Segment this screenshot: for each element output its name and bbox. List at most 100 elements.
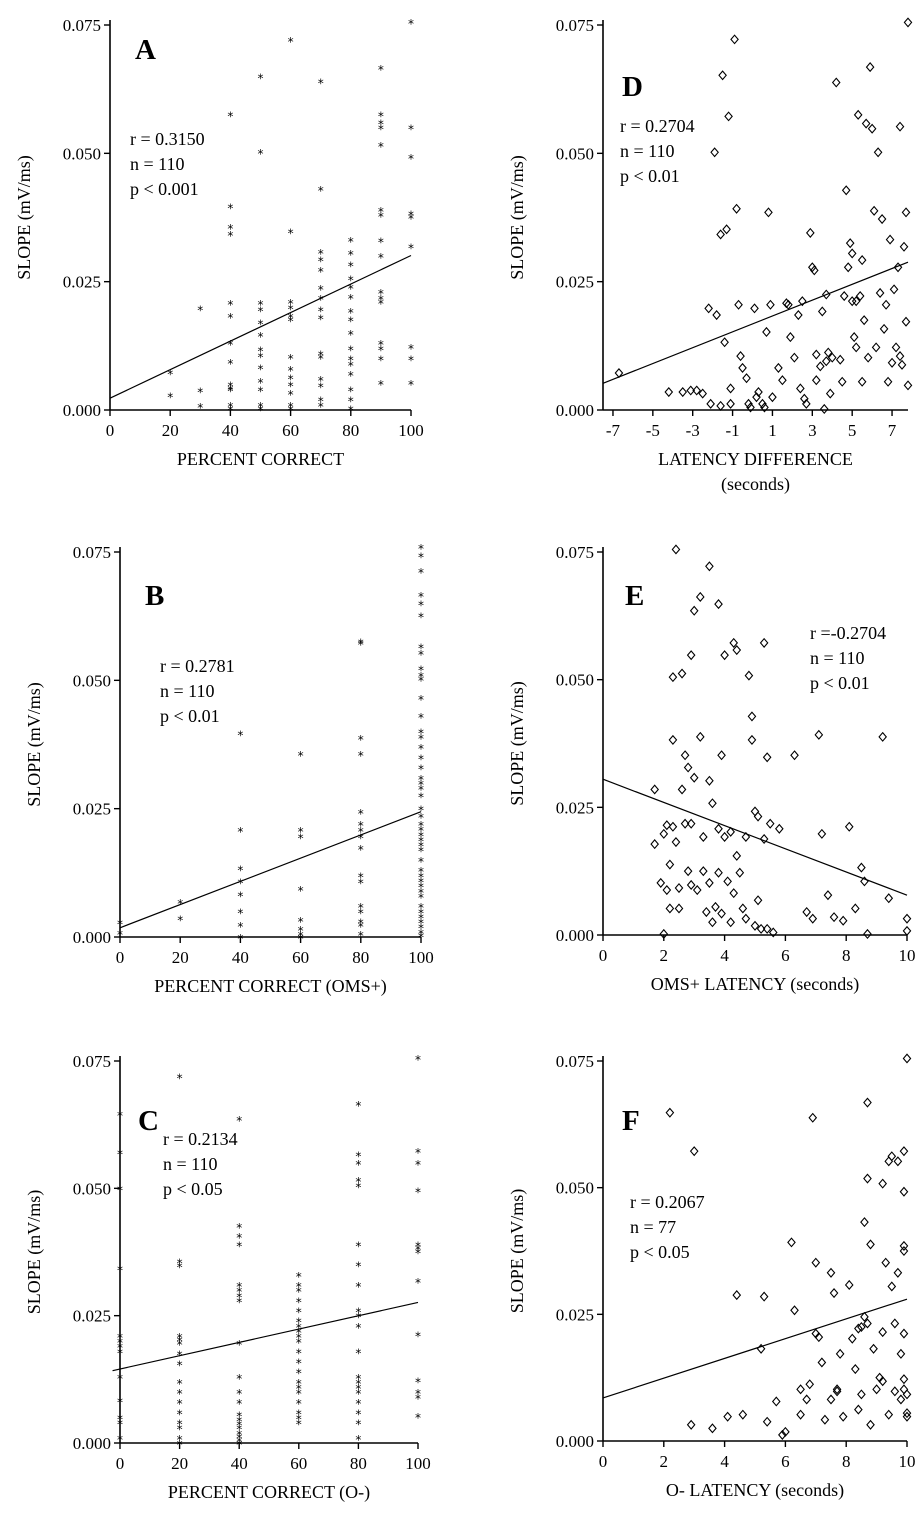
data-point <box>671 544 681 555</box>
x-tick-label: 100 <box>398 421 424 440</box>
regression-line <box>602 1298 908 1399</box>
x-axis-title: LATENCY DIFFERENCE <box>658 449 853 469</box>
data-point <box>741 913 751 924</box>
data-point: * <box>117 1148 123 1162</box>
data-point: * <box>348 274 354 288</box>
data-point <box>877 213 887 225</box>
data-point <box>790 750 799 761</box>
data-point <box>708 798 717 809</box>
data-point <box>756 1343 766 1354</box>
data-point <box>674 882 684 894</box>
data-point: * <box>258 330 264 344</box>
data-point: * <box>296 1270 302 1284</box>
x-tick-label: 0 <box>116 1454 125 1473</box>
data-point: * <box>418 648 424 662</box>
data-point <box>827 352 837 363</box>
data-point: * <box>355 1387 361 1401</box>
data-point <box>732 203 741 214</box>
data-point <box>677 784 687 795</box>
data-point: * <box>227 384 233 398</box>
data-point: * <box>117 1183 123 1197</box>
data-point <box>887 357 897 368</box>
x-axis-title: OMS+ LATENCY (seconds) <box>651 974 859 995</box>
y-axis-title: SLOPE (mV/ms) <box>507 1189 528 1314</box>
data-point <box>723 1411 732 1422</box>
data-point: * <box>418 598 424 612</box>
y-tick-label: 0.050 <box>556 671 594 690</box>
data-point: * <box>358 638 364 652</box>
data-point <box>747 734 757 745</box>
data-point: * <box>348 354 354 368</box>
data-point: * <box>418 693 424 707</box>
data-point: * <box>177 1438 183 1452</box>
stat-annotation: r = 0.2781 <box>160 656 235 676</box>
data-point <box>873 147 883 158</box>
data-point: * <box>258 362 264 376</box>
data-point: * <box>236 1409 242 1423</box>
data-point <box>729 637 739 648</box>
x-tick-label: 60 <box>290 1454 307 1473</box>
data-point: * <box>415 1146 421 1160</box>
data-point: * <box>358 906 364 920</box>
data-point <box>790 1305 799 1316</box>
data-point <box>808 913 818 924</box>
data-point: * <box>348 343 354 357</box>
data-point <box>897 359 907 370</box>
data-point <box>878 1178 888 1189</box>
data-point: * <box>236 1387 242 1401</box>
data-point <box>692 385 702 396</box>
data-point: * <box>177 1257 183 1271</box>
data-point <box>720 650 729 661</box>
data-point: * <box>378 354 384 368</box>
data-point: * <box>355 1158 361 1172</box>
data-point: * <box>167 368 173 382</box>
data-point <box>815 361 825 372</box>
data-point: * <box>418 829 424 843</box>
data-point: * <box>258 147 264 161</box>
data-point <box>720 337 729 348</box>
data-point: * <box>236 1231 242 1245</box>
data-point <box>668 672 678 683</box>
data-point <box>863 352 873 363</box>
data-point: * <box>418 783 424 797</box>
data-point <box>872 1384 881 1395</box>
data-point: * <box>296 1387 302 1401</box>
data-point: * <box>418 804 424 818</box>
data-point <box>860 1311 869 1322</box>
x-tick-label: -3 <box>686 421 700 440</box>
x-axis-title: PERCENT CORRECT <box>177 449 344 469</box>
data-point: * <box>237 729 243 743</box>
data-point: * <box>318 374 324 388</box>
data-point <box>738 1409 748 1420</box>
data-point <box>901 316 911 327</box>
x-tick-label: 40 <box>222 421 239 440</box>
data-point <box>762 326 771 338</box>
panel-letter: C <box>138 1105 159 1137</box>
data-point <box>774 362 783 373</box>
data-point <box>884 893 894 904</box>
data-point: * <box>236 1435 242 1449</box>
data-point <box>895 351 905 362</box>
data-point: * <box>117 1341 123 1355</box>
data-point: * <box>177 1407 183 1421</box>
x-tick-label: 20 <box>172 948 189 967</box>
x-tick-label: 6 <box>781 1452 790 1471</box>
data-point <box>726 398 735 409</box>
data-point <box>796 1384 805 1395</box>
data-point <box>896 1348 906 1359</box>
data-point <box>902 1389 912 1400</box>
data-point <box>705 775 714 786</box>
data-point: * <box>348 282 354 296</box>
data-point <box>847 296 857 307</box>
data-point <box>708 917 717 928</box>
data-point: * <box>348 292 354 306</box>
data-point: * <box>348 328 354 342</box>
data-point: * <box>258 403 264 417</box>
data-point: * <box>227 229 233 243</box>
data-point <box>884 1409 894 1420</box>
data-point: * <box>348 384 354 398</box>
data-point: * <box>237 864 243 878</box>
data-point: * <box>355 1099 361 1113</box>
x-tick-label: 60 <box>282 421 299 440</box>
data-point: * <box>177 1387 183 1401</box>
